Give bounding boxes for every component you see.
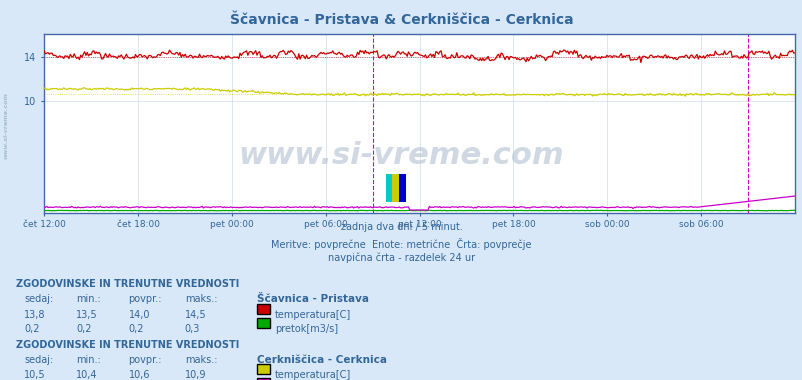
Text: povpr.:: povpr.:: [128, 355, 162, 365]
Text: zadnja dva dni / 5 minut.: zadnja dva dni / 5 minut.: [340, 222, 462, 232]
Text: 10,5: 10,5: [24, 370, 46, 380]
Text: sedaj:: sedaj:: [24, 355, 53, 365]
Text: pretok[m3/s]: pretok[m3/s]: [274, 324, 338, 334]
Text: maks.:: maks.:: [184, 355, 217, 365]
Bar: [399, 174, 405, 202]
Bar: [385, 174, 392, 202]
Text: 10,9: 10,9: [184, 370, 206, 380]
Text: navpična črta - razdelek 24 ur: navpična črta - razdelek 24 ur: [327, 253, 475, 263]
Text: Cerkniščica - Cerknica: Cerkniščica - Cerknica: [257, 355, 387, 365]
Text: 13,8: 13,8: [24, 310, 46, 320]
Text: temperatura[C]: temperatura[C]: [274, 310, 350, 320]
Text: sedaj:: sedaj:: [24, 294, 53, 304]
Text: 10,6: 10,6: [128, 370, 150, 380]
Text: 0,2: 0,2: [128, 324, 144, 334]
Text: ZGODOVINSKE IN TRENUTNE VREDNOSTI: ZGODOVINSKE IN TRENUTNE VREDNOSTI: [16, 279, 239, 289]
Text: 10,4: 10,4: [76, 370, 98, 380]
Text: Meritve: povprečne  Enote: metrične  Črta: povprečje: Meritve: povprečne Enote: metrične Črta:…: [271, 238, 531, 250]
Text: 0,3: 0,3: [184, 324, 200, 334]
Text: 0,2: 0,2: [76, 324, 91, 334]
Text: ZGODOVINSKE IN TRENUTNE VREDNOSTI: ZGODOVINSKE IN TRENUTNE VREDNOSTI: [16, 340, 239, 350]
Text: min.:: min.:: [76, 294, 101, 304]
Text: Ščavnica - Pristava & Cerkniščica - Cerknica: Ščavnica - Pristava & Cerkniščica - Cerk…: [229, 13, 573, 27]
Text: Ščavnica - Pristava: Ščavnica - Pristava: [257, 294, 368, 304]
Text: min.:: min.:: [76, 355, 101, 365]
Bar: [392, 174, 399, 202]
Text: povpr.:: povpr.:: [128, 294, 162, 304]
Text: 14,5: 14,5: [184, 310, 206, 320]
Text: 14,0: 14,0: [128, 310, 150, 320]
Text: temperatura[C]: temperatura[C]: [274, 370, 350, 380]
Text: www.si-vreme.com: www.si-vreme.com: [4, 92, 9, 159]
Text: 13,5: 13,5: [76, 310, 98, 320]
Text: www.si-vreme.com: www.si-vreme.com: [238, 141, 564, 170]
Text: 0,2: 0,2: [24, 324, 39, 334]
Text: maks.:: maks.:: [184, 294, 217, 304]
